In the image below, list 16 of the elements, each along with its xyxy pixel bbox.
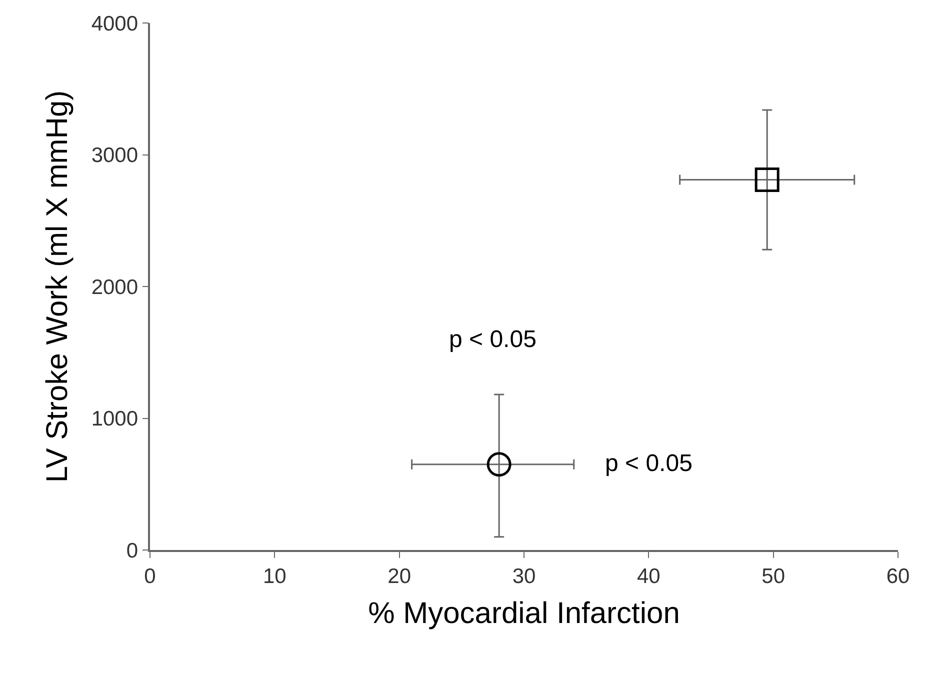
annotation: p < 0.05 xyxy=(449,326,536,353)
y-tick-label: 2000 xyxy=(91,276,138,299)
x-tick-label: 40 xyxy=(636,564,660,588)
x-axis-title: % Myocardial Infarction xyxy=(368,596,680,630)
y-tick-label: 3000 xyxy=(91,144,138,168)
x-tick-label: 60 xyxy=(886,564,910,588)
y-axis-title: LV Stroke Work (ml X mmHg) xyxy=(40,90,74,483)
x-tick-label: 10 xyxy=(262,564,286,588)
y-tick-label: 0 xyxy=(126,539,138,562)
x-tick-label: 30 xyxy=(512,564,536,588)
y-tick-label: 1000 xyxy=(91,408,138,431)
annotation: p < 0.05 xyxy=(605,450,692,477)
x-tick-label: 0 xyxy=(144,564,156,588)
x-tick-label: 50 xyxy=(762,564,786,588)
x-tick-label: 20 xyxy=(388,564,412,588)
y-tick-label: 4000 xyxy=(91,12,138,36)
